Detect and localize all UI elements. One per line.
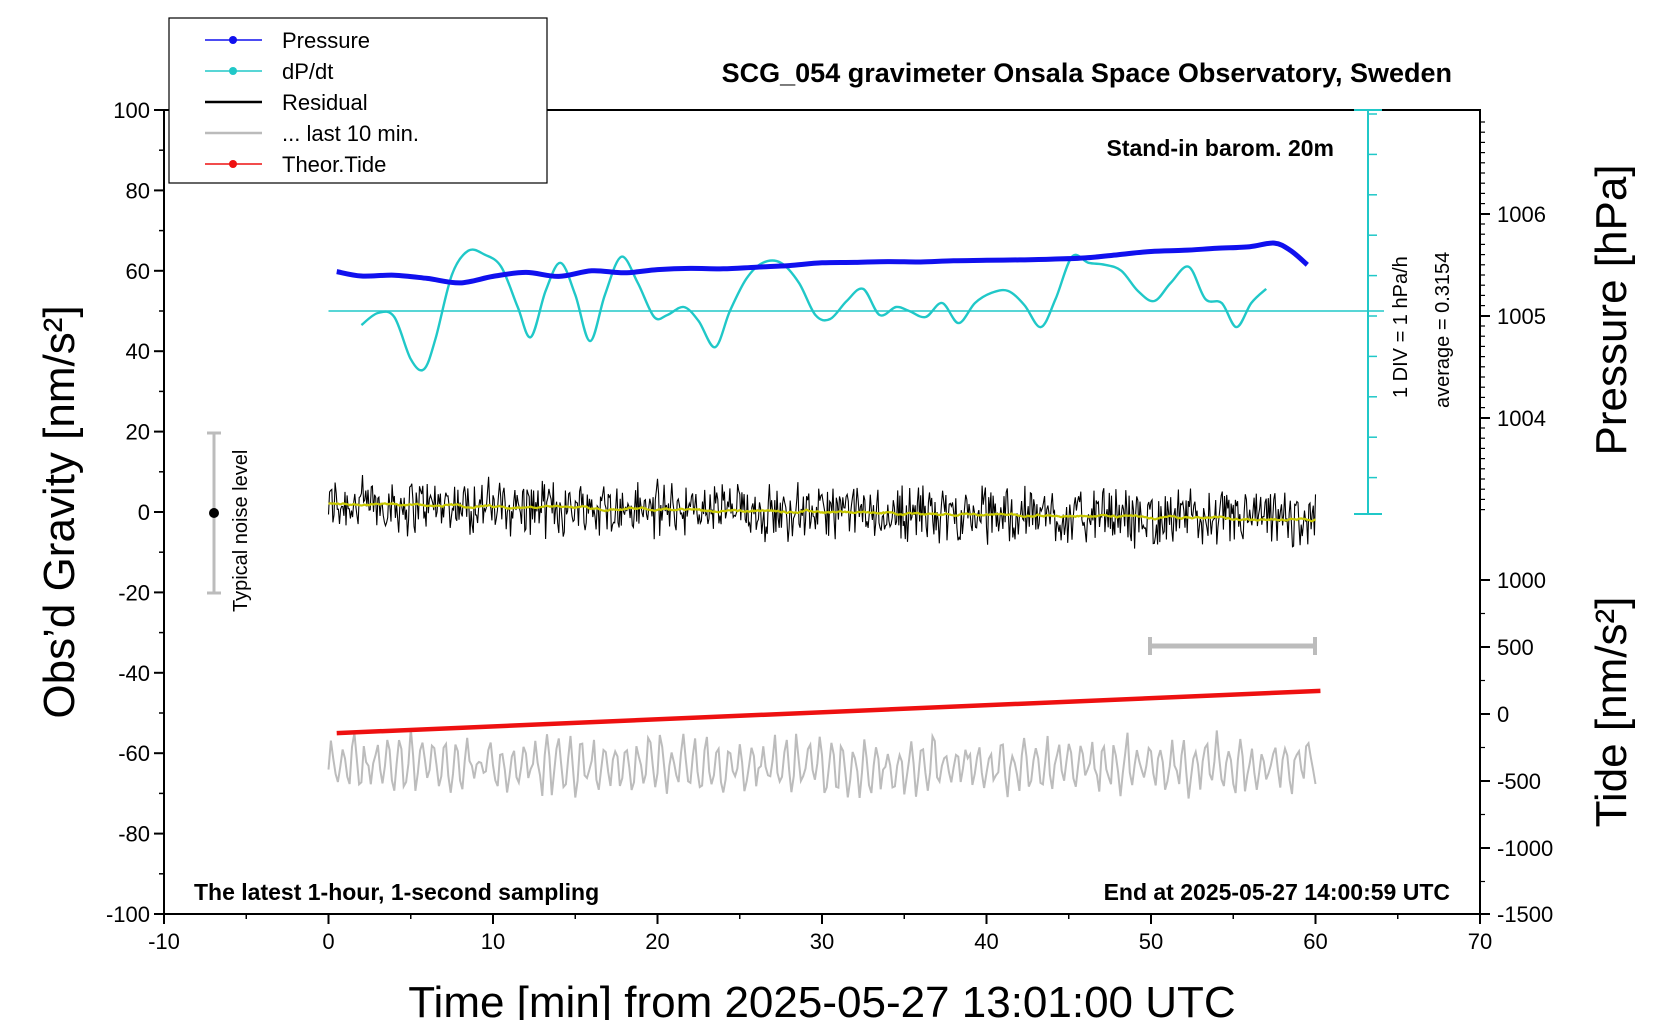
legend-item: dP/dt xyxy=(205,59,333,84)
y-tick-label: 40 xyxy=(126,339,150,364)
y-tick-label: 80 xyxy=(126,178,150,203)
legend-item: Theor.Tide xyxy=(205,152,386,177)
tide-axis-ticks: 1000 500 0 -500 -1000 -1500 xyxy=(1480,568,1553,927)
x-tick-label: -10 xyxy=(148,929,180,954)
legend-label: Pressure xyxy=(282,28,370,53)
legend-label: dP/dt xyxy=(282,59,333,84)
legend-label: Residual xyxy=(282,90,368,115)
pressure-series xyxy=(336,240,1309,286)
chart-title: SCG_054 gravimeter Onsala Space Observat… xyxy=(722,58,1452,88)
y-tick-label: -60 xyxy=(118,741,150,766)
sampling-note: The latest 1-hour, 1-second sampling xyxy=(194,879,599,905)
y-tick-label: -100 xyxy=(106,902,150,927)
last-10-min-interval-bar xyxy=(1148,637,1317,655)
legend-label: ... last 10 min. xyxy=(282,121,419,146)
x-tick-label: 20 xyxy=(645,929,669,954)
dpdt-div-scale xyxy=(1354,109,1382,515)
y-tick-label: -40 xyxy=(118,661,150,686)
residual-series xyxy=(327,474,1317,549)
residual-smoothed-series xyxy=(328,501,1317,523)
last-10-min-series xyxy=(327,728,1317,799)
y-tick-label: -80 xyxy=(118,822,150,847)
pressure-tick-label: 1004 xyxy=(1497,406,1546,431)
y-axis-title-tide: Tide [nm/s²] xyxy=(1587,597,1636,828)
tide-tick-label: 0 xyxy=(1497,702,1509,727)
pressure-tick-label: 1005 xyxy=(1497,304,1546,329)
legend-item: Residual xyxy=(205,90,368,115)
legend-marker xyxy=(229,36,237,44)
x-tick-label: 50 xyxy=(1139,929,1163,954)
y-axis-ticks: 100 80 60 40 20 0 -20 -40 -60 -80 -100 xyxy=(106,98,164,927)
y-axis-title-left: Obs’d Gravity [nm/s²] xyxy=(35,305,84,718)
legend-marker xyxy=(229,160,237,168)
y-axis-title-pressure: Pressure [hPa] xyxy=(1587,164,1636,455)
x-axis-title: Time [min] from 2025-05-27 13:01:00 UTC xyxy=(408,978,1235,1020)
legend: Pressure dP/dt Residual ... last 10 min. The… xyxy=(168,17,548,184)
pressure-axis-ticks: 1006 1005 1004 xyxy=(1480,121,1546,511)
tide-tick-label: -1000 xyxy=(1497,836,1553,861)
y-tick-label: 60 xyxy=(126,259,150,284)
y-tick-label: 0 xyxy=(138,500,150,525)
legend-item: Pressure xyxy=(205,28,370,53)
pressure-tick-label: 1006 xyxy=(1497,202,1546,227)
end-time-note: End at 2025-05-27 14:00:59 UTC xyxy=(1104,879,1450,905)
x-tick-label: 40 xyxy=(974,929,998,954)
legend-item: ... last 10 min. xyxy=(205,121,419,146)
y-tick-label: -20 xyxy=(118,580,150,605)
x-axis-ticks: -10 0 10 20 30 40 50 60 70 xyxy=(148,914,1492,954)
x-tick-label: 30 xyxy=(810,929,834,954)
theor-tide-series xyxy=(336,688,1321,736)
y-tick-label: 100 xyxy=(113,98,150,123)
typical-noise-level-marker xyxy=(207,431,221,595)
legend-marker xyxy=(229,67,237,75)
div-scale-label: 1 DIV = 1 hPa/h xyxy=(1390,256,1412,398)
legend-label: Theor.Tide xyxy=(282,152,386,177)
noise-level-label: Typical noise level xyxy=(230,450,252,612)
x-tick-label: 0 xyxy=(322,929,334,954)
dpdt-series xyxy=(360,248,1268,372)
tide-tick-label: 500 xyxy=(1497,635,1534,660)
barometer-note: Stand-in barom. 20m xyxy=(1107,135,1334,161)
tide-tick-label: 1000 xyxy=(1497,568,1546,593)
x-tick-label: 60 xyxy=(1303,929,1327,954)
tide-tick-label: -500 xyxy=(1497,769,1541,794)
x-tick-label: 10 xyxy=(481,929,505,954)
x-tick-label: 70 xyxy=(1468,929,1492,954)
y-tick-label: 20 xyxy=(126,420,150,445)
tide-tick-label: -1500 xyxy=(1497,902,1553,927)
average-label: average = 0.3154 xyxy=(1432,252,1454,408)
